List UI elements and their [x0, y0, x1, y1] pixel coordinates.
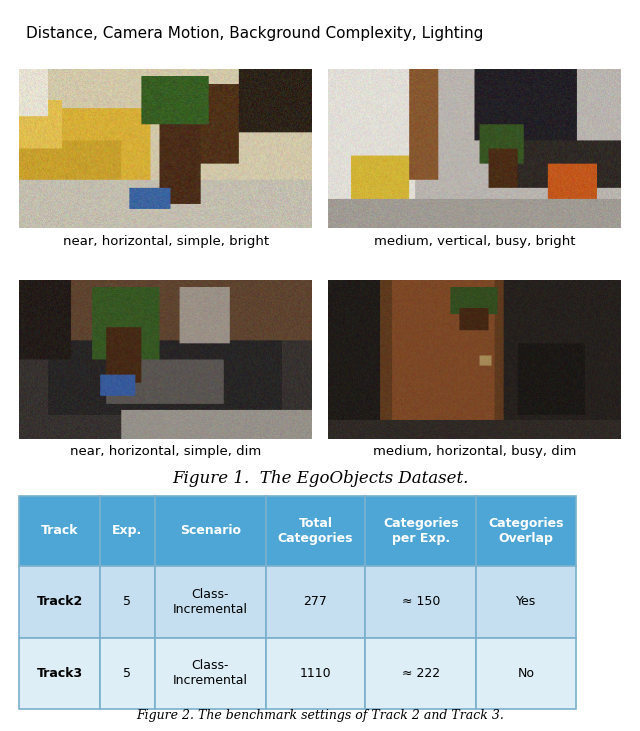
Text: Categories
Overlap: Categories Overlap: [488, 517, 564, 545]
Text: Distance, Camera Motion, Background Complexity, Lighting: Distance, Camera Motion, Background Comp…: [26, 26, 483, 41]
Text: ≈ 222: ≈ 222: [402, 667, 440, 680]
Bar: [266, 637, 365, 709]
Text: medium, horizontal, busy, dim: medium, horizontal, busy, dim: [372, 445, 576, 458]
Bar: [365, 566, 476, 637]
Bar: [100, 496, 155, 566]
Bar: [154, 637, 266, 709]
Text: Figure 1.  The EgoObjects Dataset.: Figure 1. The EgoObjects Dataset.: [172, 470, 468, 488]
Text: Track3: Track3: [36, 667, 83, 680]
Bar: [266, 496, 365, 566]
Text: Class-
Incremental: Class- Incremental: [173, 659, 248, 687]
Text: Class-
Incremental: Class- Incremental: [173, 588, 248, 616]
Bar: [365, 496, 476, 566]
Text: Total
Categories: Total Categories: [278, 517, 353, 545]
Bar: [19, 566, 100, 637]
Bar: [100, 637, 155, 709]
Text: Scenario: Scenario: [180, 524, 241, 537]
Text: Track: Track: [41, 524, 79, 537]
Text: ≈ 150: ≈ 150: [401, 595, 440, 608]
Bar: [100, 566, 155, 637]
Text: 5: 5: [124, 667, 131, 680]
Text: Figure 2. The benchmark settings of Track 2 and Track 3.: Figure 2. The benchmark settings of Trac…: [136, 709, 504, 722]
Text: Yes: Yes: [516, 595, 536, 608]
Text: 277: 277: [303, 595, 328, 608]
Bar: [19, 637, 100, 709]
Text: Categories
per Exp.: Categories per Exp.: [383, 517, 458, 545]
Bar: [365, 637, 476, 709]
Text: Exp.: Exp.: [113, 524, 143, 537]
Bar: [154, 496, 266, 566]
Text: Track2: Track2: [36, 595, 83, 608]
Bar: [266, 566, 365, 637]
Bar: [476, 566, 576, 637]
Bar: [476, 496, 576, 566]
Text: 5: 5: [124, 595, 131, 608]
Text: near, horizontal, simple, bright: near, horizontal, simple, bright: [63, 235, 269, 248]
Bar: [19, 496, 100, 566]
Text: No: No: [518, 667, 534, 680]
Text: medium, vertical, busy, bright: medium, vertical, busy, bright: [374, 235, 575, 248]
Text: 1110: 1110: [300, 667, 332, 680]
Text: near, horizontal, simple, dim: near, horizontal, simple, dim: [70, 445, 261, 458]
Bar: [154, 566, 266, 637]
Bar: [476, 637, 576, 709]
